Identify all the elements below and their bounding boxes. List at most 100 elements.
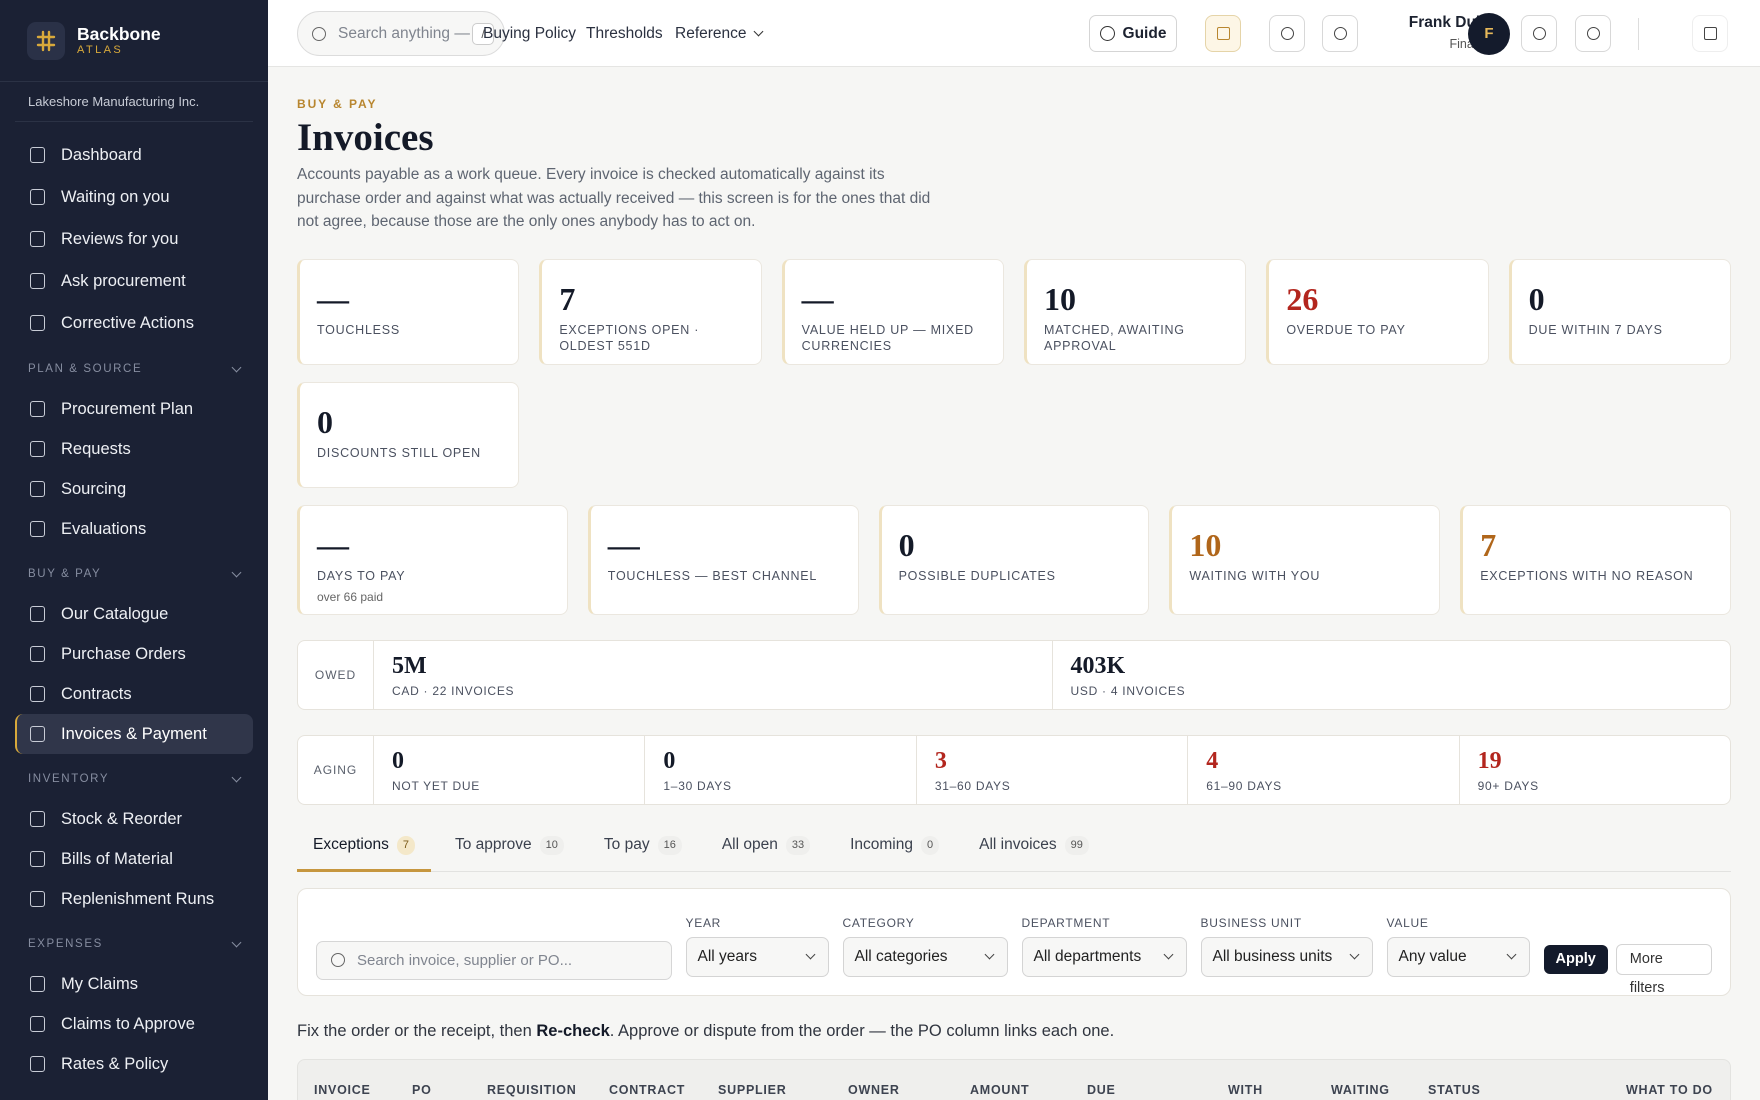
nav-item[interactable]: Bills of Material	[15, 839, 253, 879]
filter-field: CATEGORY All categories	[842, 916, 1008, 977]
filter-select[interactable]: All years	[685, 936, 829, 977]
nav-item[interactable]: Our Catalogue	[15, 594, 253, 634]
search-icon	[312, 26, 326, 41]
kpi-card[interactable]: — VALUE HELD UP — MIXED CURRENCIES	[781, 258, 1004, 365]
icon-button[interactable]	[1269, 15, 1305, 52]
chat-button[interactable]	[1575, 15, 1611, 52]
nav-item[interactable]: Reviews for you	[15, 218, 253, 260]
kpi-label: MATCHED, AWAITING APPROVAL	[1043, 322, 1185, 353]
top-nav-link[interactable]: Buying Policy	[483, 25, 577, 42]
column-header[interactable]: OWNER	[848, 1082, 900, 1097]
nav-icon	[30, 231, 45, 247]
kpi-card[interactable]: 0 POSSIBLE DUPLICATES	[878, 504, 1150, 615]
tab-label: To approve	[454, 835, 532, 853]
bar-cell-label: NOT YET DUE	[392, 778, 480, 793]
top-nav-link[interactable]: Reference	[675, 0, 763, 67]
column-header[interactable]: WITH	[1228, 1082, 1263, 1097]
column-header[interactable]: WAITING	[1331, 1082, 1390, 1097]
nav-item[interactable]: Procurement Plan	[15, 389, 253, 429]
global-search[interactable]: Search anything — re /	[297, 11, 505, 56]
tab[interactable]: All open 33	[706, 820, 826, 872]
column-header[interactable]: INVOICE	[314, 1082, 371, 1097]
tab[interactable]: Incoming 0	[834, 820, 955, 872]
filter-value: All business units	[1212, 947, 1333, 965]
bar-cell: 5M CAD · 22 INVOICES	[373, 640, 1052, 709]
nav-item[interactable]: My Claims	[15, 964, 253, 1004]
nav-item[interactable]: Invoices & Payment	[15, 714, 253, 754]
brand: Backbone ATLAS	[0, 0, 268, 82]
kpi-card[interactable]: — TOUCHLESS	[297, 258, 520, 365]
section-header[interactable]: PLAN & SOURCE	[15, 349, 253, 389]
filter-label: YEAR	[685, 915, 722, 930]
nav-item[interactable]: Purchase Orders	[15, 634, 253, 674]
icon-button[interactable]	[1205, 15, 1241, 52]
tab[interactable]: To pay 16	[588, 820, 698, 872]
nav-item[interactable]: Stock & Reorder	[15, 799, 253, 839]
tab[interactable]: All invoices 99	[963, 820, 1105, 872]
bar-value: 5M	[392, 652, 427, 679]
kpi-card[interactable]: 0 DUE WITHIN 7 DAYS	[1508, 258, 1731, 365]
filter-select[interactable]: All departments	[1021, 936, 1187, 977]
logout-button[interactable]	[1692, 15, 1728, 52]
more-filters-button[interactable]: More filters	[1615, 943, 1712, 996]
nav-label: Claims to Approve	[61, 1014, 195, 1033]
column-header[interactable]: WHAT TO DO	[1626, 1082, 1713, 1097]
nav-icon	[30, 1056, 45, 1072]
section-header[interactable]: BUY & PAY	[15, 554, 253, 594]
nav-item[interactable]: Sourcing	[15, 469, 253, 509]
filter-search[interactable]: Search invoice, supplier or PO...	[316, 940, 672, 980]
column-header[interactable]: CONTRACT	[609, 1082, 686, 1097]
tab[interactable]: To approve 10	[439, 820, 580, 872]
kpi-card[interactable]: — TOUCHLESS — BEST CHANNEL	[587, 504, 859, 615]
column-header[interactable]: SUPPLIER	[718, 1082, 787, 1097]
page-title: Invoices	[297, 116, 434, 159]
nav-item[interactable]: Dashboard	[15, 134, 253, 176]
column-header[interactable]: STATUS	[1428, 1082, 1481, 1097]
column-header[interactable]: DUE	[1087, 1082, 1116, 1097]
guide-button[interactable]: Guide	[1089, 15, 1177, 52]
kpi-card[interactable]: 10 WAITING WITH YOU	[1169, 504, 1441, 615]
column-header[interactable]: REQUISITION	[487, 1082, 577, 1097]
nav-item[interactable]: Waiting on you	[15, 176, 253, 218]
filter-field: VALUE Any value	[1386, 916, 1530, 977]
nav-item[interactable]: Corrective Actions	[15, 302, 253, 344]
kpi-label: OVERDUE TO PAY	[1286, 322, 1406, 337]
nav-item[interactable]: Requests	[15, 429, 253, 469]
filter-select[interactable]: Any value	[1386, 936, 1530, 977]
kpi-card[interactable]: 7 EXCEPTIONS OPEN · OLDEST 551D	[539, 258, 762, 365]
nav-item[interactable]: Replenishment Runs	[15, 879, 253, 919]
guide-label: Guide	[1122, 24, 1167, 42]
kpi-value: —	[317, 280, 349, 317]
nav-item[interactable]: Ask procurement	[15, 260, 253, 302]
filter-field: DEPARTMENT All departments	[1021, 916, 1187, 977]
column-header[interactable]: PO	[412, 1082, 432, 1097]
theme-button[interactable]	[1521, 15, 1557, 52]
nav-item[interactable]: Evaluations	[15, 509, 253, 549]
kpi-card[interactable]: — DAYS TO PAY over 66 paid	[297, 504, 568, 615]
chevron	[231, 937, 242, 947]
kpi-card[interactable]: 26 OVERDUE TO PAY	[1266, 258, 1489, 365]
tab[interactable]: Exceptions 7	[297, 820, 431, 872]
section-header[interactable]: EXPENSES	[15, 924, 253, 964]
kpi-label: TOUCHLESS	[317, 322, 400, 337]
kpi-card[interactable]: 7 EXCEPTIONS WITH NO REASON	[1460, 504, 1731, 615]
avatar[interactable]: F	[1468, 13, 1510, 55]
kpi-card[interactable]: 10 MATCHED, AWAITING APPROVAL	[1023, 258, 1247, 365]
kpi-label: WAITING WITH YOU	[1189, 568, 1321, 583]
apply-button[interactable]: Apply	[1543, 944, 1608, 974]
column-header[interactable]: AMOUNT	[970, 1082, 1030, 1097]
nav-item[interactable]: Claims to Approve	[15, 1004, 253, 1044]
nav-item[interactable]: Contracts	[15, 674, 253, 714]
top-nav-link[interactable]: Thresholds	[586, 25, 663, 42]
filter-select[interactable]: All business units	[1200, 936, 1373, 977]
nav-item[interactable]: Rates & Policy	[15, 1044, 253, 1084]
nav-icon	[30, 481, 45, 497]
kpi-label: DUE WITHIN 7 DAYS	[1528, 322, 1663, 337]
filter-select[interactable]: All categories	[842, 936, 1008, 977]
kpi-card[interactable]: 0 DISCOUNTS STILL OPEN	[297, 381, 520, 488]
tab-count: 7	[396, 835, 415, 855]
nav-label: Requests	[61, 439, 131, 458]
nav-label: Ask procurement	[61, 271, 186, 290]
section-header[interactable]: INVENTORY	[15, 759, 253, 799]
icon-button[interactable]	[1322, 15, 1358, 52]
